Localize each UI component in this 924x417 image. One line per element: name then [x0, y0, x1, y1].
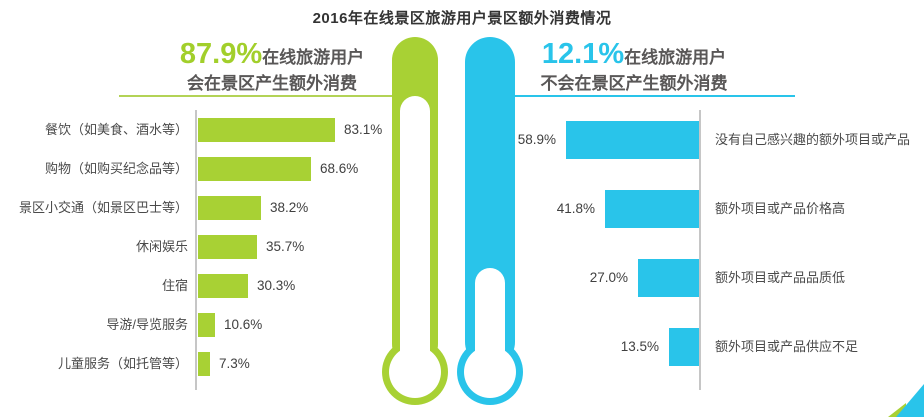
left-bar-value: 30.3% — [257, 278, 296, 293]
right-bar-category: 额外项目或产品价格高 — [715, 201, 846, 216]
right-bar — [605, 190, 699, 228]
left-bar — [198, 235, 257, 259]
green-thermometer-icon — [382, 37, 448, 405]
left-bar — [198, 157, 311, 181]
left-bar-value: 68.6% — [320, 161, 359, 176]
corner-decoration — [888, 384, 924, 417]
right-headline: 12.1%在线旅游用户 不会在景区产生额外消费 — [484, 38, 784, 94]
left-axis-line — [195, 110, 197, 390]
right-bar-category: 额外项目或产品品质低 — [715, 270, 846, 285]
left-bar-value: 10.6% — [224, 317, 263, 332]
right-axis-line — [699, 110, 701, 390]
left-bar-value: 83.1% — [344, 122, 383, 137]
left-percentage: 87.9% — [179, 38, 263, 70]
left-headline-text: 在线旅游用户 — [262, 48, 365, 67]
left-bar-category: 购物（如购买纪念品等） — [44, 161, 188, 176]
right-bar — [638, 259, 699, 297]
right-headline-line2: 不会在景区产生额外消费 — [540, 74, 728, 94]
left-bar-value: 38.2% — [270, 200, 309, 215]
left-bar-category: 休闲娱乐 — [135, 239, 188, 254]
left-bar — [198, 196, 261, 220]
left-bar — [198, 274, 248, 298]
chart-title: 2016年在线景区旅游用户景区额外消费情况 — [312, 10, 612, 27]
left-headline: 87.9%在线旅游用户 会在景区产生额外消费 — [122, 38, 422, 94]
blue-thermometer-icon — [457, 37, 523, 405]
right-bar-category: 没有自己感兴趣的额外项目或产品 — [715, 132, 911, 147]
left-bar-value: 7.3% — [219, 356, 250, 371]
right-percentage: 12.1% — [541, 38, 625, 70]
right-bar-value: 41.8% — [556, 201, 595, 216]
left-bar — [198, 118, 335, 142]
thermometer-decoration — [382, 37, 523, 405]
left-bar — [198, 313, 215, 337]
right-bar-value: 13.5% — [620, 339, 659, 354]
left-bar-category: 导游/导览服务 — [106, 317, 188, 332]
left-bar-category: 儿童服务（如托管等） — [57, 356, 188, 371]
left-bar — [198, 352, 210, 376]
right-bar-category: 额外项目或产品供应不足 — [715, 339, 859, 354]
left-headline-line1: 87.9%在线旅游用户 — [122, 38, 422, 71]
right-bar-value: 58.9% — [517, 132, 556, 147]
left-bar-category: 景区小交通（如景区巴士等） — [18, 200, 188, 215]
left-bar-category: 餐饮（如美食、酒水等） — [44, 122, 188, 137]
left-bar-value: 35.7% — [266, 239, 305, 254]
left-divider-line — [119, 95, 392, 97]
right-divider-line — [515, 95, 795, 97]
right-bar-value: 27.0% — [589, 270, 628, 285]
right-headline-line1: 12.1%在线旅游用户 — [484, 38, 784, 71]
right-headline-text: 在线旅游用户 — [624, 48, 727, 67]
left-headline-line2: 会在景区产生额外消费 — [187, 74, 357, 94]
left-bar-category: 住宿 — [161, 278, 188, 293]
corner-blue-triangle-icon — [896, 384, 924, 417]
right-bar — [669, 328, 699, 366]
right-bar — [566, 121, 699, 159]
